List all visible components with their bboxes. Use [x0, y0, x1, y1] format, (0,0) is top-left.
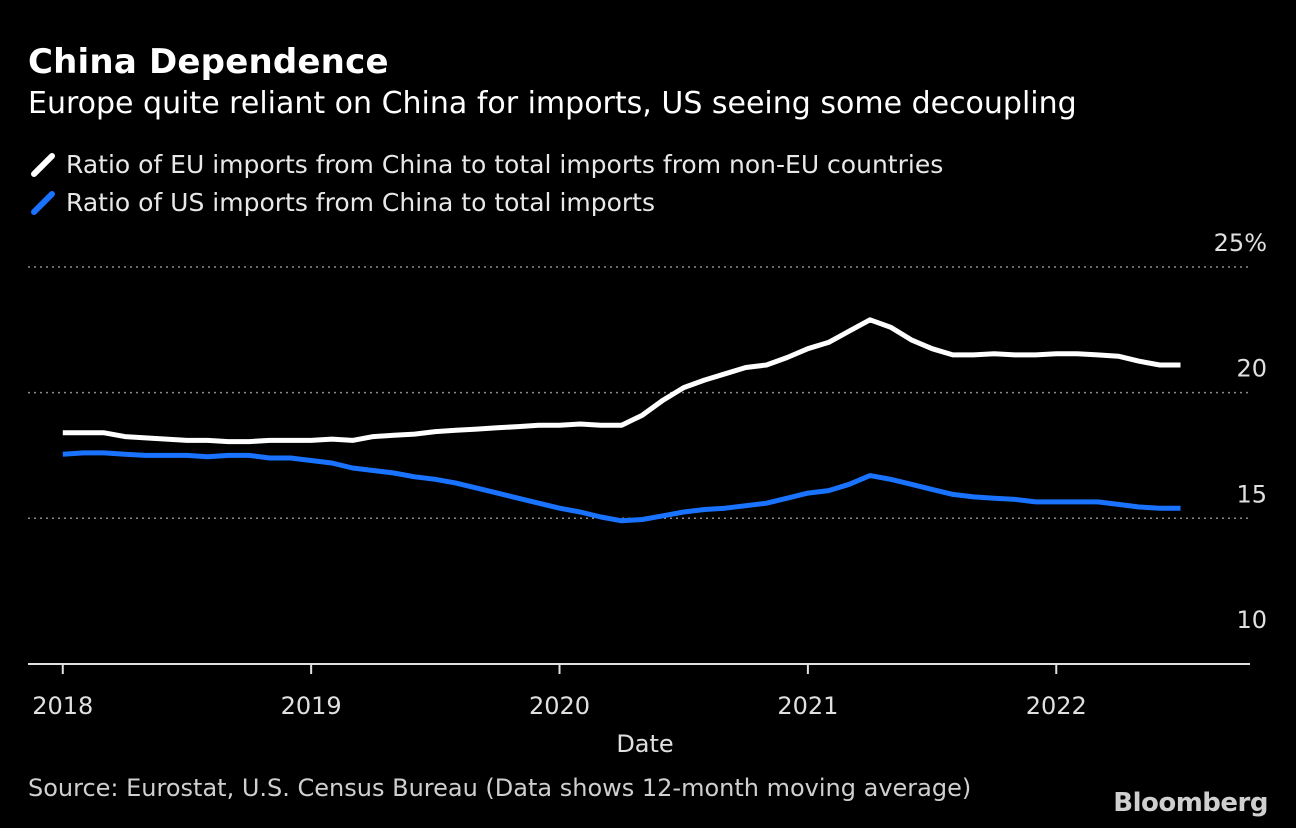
- chart-subtitle: Europe quite reliant on China for import…: [28, 86, 1077, 121]
- x-tick-label: 2019: [281, 692, 342, 720]
- source-note: Source: Eurostat, U.S. Census Bureau (Da…: [28, 774, 972, 802]
- y-tick-label: 25%: [1214, 229, 1267, 257]
- x-tick-label: 2020: [529, 692, 590, 720]
- series-line-us: [62, 450, 1181, 524]
- x-tick-label: 2022: [1026, 692, 1087, 720]
- x-tick-label: 2021: [777, 692, 838, 720]
- legend-swatch-us-icon: [30, 190, 56, 216]
- x-tick-label: 2018: [32, 692, 93, 720]
- x-axis-title: Date: [616, 730, 673, 758]
- legend-label-us: Ratio of US imports from China to total …: [66, 188, 656, 217]
- bloomberg-logo: Bloomberg: [1113, 788, 1268, 818]
- legend-item-eu: Ratio of EU imports from China to total …: [30, 150, 943, 179]
- y-tick-label: 20: [1236, 355, 1267, 383]
- y-tick-label: 15: [1236, 480, 1267, 508]
- series-line-eu: [62, 317, 1181, 445]
- legend-label-eu: Ratio of EU imports from China to total …: [66, 150, 944, 179]
- chart-title: China Dependence: [28, 42, 389, 82]
- legend-swatch-eu-icon: [30, 152, 56, 178]
- y-tick-label: 10: [1236, 606, 1267, 634]
- legend-item-us: Ratio of US imports from China to total …: [30, 188, 655, 217]
